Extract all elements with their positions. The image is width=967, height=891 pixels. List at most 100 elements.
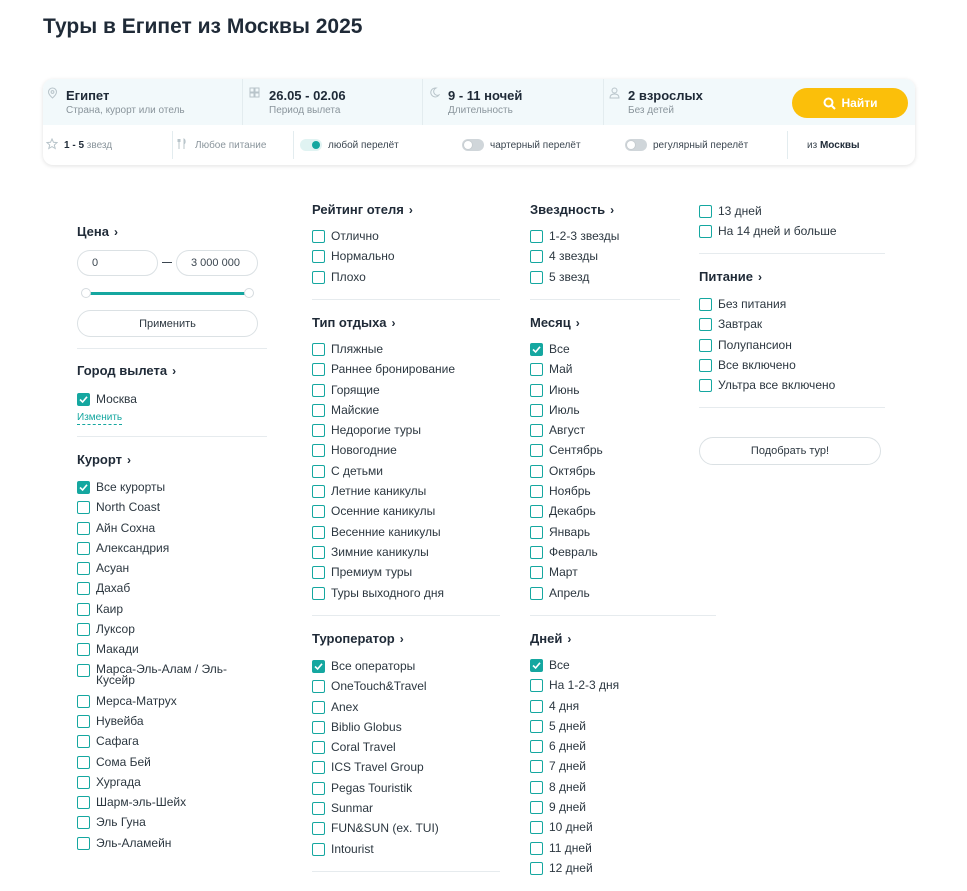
- checkbox-icon[interactable]: [312, 586, 325, 600]
- checkbox-icon[interactable]: [77, 663, 90, 677]
- checkbox-checked-icon[interactable]: [77, 481, 90, 494]
- checkbox-icon[interactable]: [312, 781, 325, 795]
- checkbox-icon[interactable]: [77, 836, 90, 850]
- checkbox-option[interactable]: Марса-Эль-Алам / Эль-Кусейр: [77, 663, 246, 695]
- checkbox-option[interactable]: Новогодние: [312, 444, 455, 464]
- checkbox-option[interactable]: Октябрь: [530, 464, 603, 485]
- checkbox-icon[interactable]: [530, 545, 543, 559]
- checkbox-checked-icon[interactable]: [530, 659, 543, 672]
- checkbox-option[interactable]: Отлично: [312, 230, 395, 250]
- checkbox-icon[interactable]: [312, 842, 325, 856]
- checkbox-option[interactable]: Май: [530, 363, 603, 383]
- price-slider-min-handle[interactable]: [81, 288, 91, 298]
- checkbox-option[interactable]: Intourist: [312, 842, 439, 863]
- checkbox-option[interactable]: ICS Travel Group: [312, 761, 439, 781]
- checkbox-icon[interactable]: [530, 250, 543, 264]
- checkbox-option[interactable]: На 1-2-3 дня: [530, 679, 619, 699]
- checkbox-icon[interactable]: [77, 643, 90, 657]
- checkbox-icon[interactable]: [77, 602, 90, 616]
- checkbox-icon[interactable]: [77, 694, 90, 708]
- checkbox-option[interactable]: Макади: [77, 643, 246, 663]
- checkbox-option[interactable]: Coral Travel: [312, 741, 439, 761]
- checkbox-icon[interactable]: [530, 719, 543, 733]
- checkbox-icon[interactable]: [77, 816, 90, 830]
- checkbox-option[interactable]: Весенние каникулы: [312, 525, 455, 546]
- checkbox-option[interactable]: С детьми: [312, 464, 455, 485]
- checkbox-option[interactable]: 7 дней: [530, 760, 619, 780]
- checkbox-option[interactable]: 5 звезд: [530, 270, 619, 291]
- checkbox-option[interactable]: Эль-Аламейн: [77, 836, 246, 857]
- checkbox-icon[interactable]: [530, 230, 543, 243]
- checkbox-icon[interactable]: [312, 444, 325, 458]
- checkbox-icon[interactable]: [312, 761, 325, 775]
- month-title[interactable]: Месяц ›: [530, 315, 580, 330]
- departure-city-title[interactable]: Город вылета ›: [77, 363, 177, 378]
- checkbox-option[interactable]: 1-2-3 звезды: [530, 230, 619, 250]
- checkbox-option[interactable]: Недорогие туры: [312, 424, 455, 444]
- checkbox-option[interactable]: Все курорты: [77, 481, 246, 501]
- checkbox-option[interactable]: Pegas Touristik: [312, 781, 439, 802]
- checkbox-icon[interactable]: [530, 363, 543, 377]
- checkbox-icon[interactable]: [312, 424, 325, 438]
- checkbox-option[interactable]: Нувейба: [77, 714, 246, 735]
- checkbox-option[interactable]: Сома Бей: [77, 755, 246, 776]
- change-city-link[interactable]: Изменить: [77, 412, 123, 425]
- checkbox-icon[interactable]: [312, 343, 325, 356]
- checkbox-option[interactable]: Декабрь: [530, 505, 603, 525]
- checkbox-icon[interactable]: [312, 230, 325, 243]
- checkbox-option[interactable]: Шарм-эль-Шейх: [77, 796, 246, 816]
- checkbox-icon[interactable]: [77, 714, 90, 728]
- checkbox-option[interactable]: Премиум туры: [312, 566, 455, 586]
- checkbox-icon[interactable]: [77, 623, 90, 637]
- checkbox-icon[interactable]: [77, 755, 90, 769]
- checkbox-icon[interactable]: [530, 566, 543, 580]
- operator-title[interactable]: Туроператор ›: [312, 631, 404, 646]
- checkbox-icon[interactable]: [530, 444, 543, 458]
- checkbox-icon[interactable]: [312, 700, 325, 714]
- find-button[interactable]: Найти: [792, 88, 908, 118]
- checkbox-icon[interactable]: [312, 720, 325, 734]
- checkbox-icon[interactable]: [312, 525, 325, 539]
- checkbox-option[interactable]: Июнь: [530, 383, 603, 404]
- checkbox-option[interactable]: Майские: [312, 403, 455, 424]
- checkbox-icon[interactable]: [530, 780, 543, 794]
- price-min-input[interactable]: 0: [77, 250, 158, 276]
- price-title[interactable]: Цена ›: [77, 224, 118, 239]
- days-title[interactable]: Дней ›: [530, 631, 572, 646]
- checkbox-icon[interactable]: [77, 501, 90, 515]
- price-max-input[interactable]: 3 000 000: [176, 250, 258, 276]
- checkbox-option[interactable]: 9 дней: [530, 801, 619, 821]
- checkbox-icon[interactable]: [312, 545, 325, 559]
- checkbox-icon[interactable]: [312, 802, 325, 816]
- checkbox-option[interactable]: Март: [530, 566, 603, 586]
- checkbox-option[interactable]: Каир: [77, 602, 246, 623]
- checkbox-checked-icon[interactable]: [312, 660, 325, 673]
- checkbox-option[interactable]: Горящие: [312, 383, 455, 404]
- checkbox-icon[interactable]: [312, 741, 325, 755]
- checkbox-icon[interactable]: [530, 760, 543, 774]
- checkbox-icon[interactable]: [77, 735, 90, 749]
- checkbox-icon[interactable]: [312, 250, 325, 264]
- checkbox-icon[interactable]: [77, 582, 90, 596]
- checkbox-option[interactable]: Без питания: [699, 298, 835, 318]
- departure-city-selector[interactable]: из Москвы: [807, 125, 907, 165]
- checkbox-option[interactable]: North Coast: [77, 501, 246, 521]
- meals-title[interactable]: Питание ›: [699, 269, 763, 284]
- checkbox-icon[interactable]: [77, 521, 90, 535]
- checkbox-option[interactable]: Нормально: [312, 250, 395, 270]
- checkbox-icon[interactable]: [530, 485, 543, 499]
- checkbox-icon[interactable]: [530, 424, 543, 438]
- regular-flight-toggle[interactable]: регулярный перелёт: [625, 125, 788, 165]
- duration-field[interactable]: 9 - 11 ночей Длительность: [423, 79, 604, 125]
- checkbox-icon[interactable]: [699, 379, 712, 393]
- checkbox-option[interactable]: Пляжные: [312, 343, 455, 363]
- checkbox-option[interactable]: Москва: [77, 393, 137, 413]
- checkbox-icon[interactable]: [530, 383, 543, 397]
- checkbox-option[interactable]: Ноябрь: [530, 485, 603, 505]
- checkbox-icon[interactable]: [312, 403, 325, 417]
- dates-field[interactable]: 26.05 - 02.06 Период вылета: [243, 79, 423, 125]
- resort-title[interactable]: Курорт ›: [77, 452, 132, 467]
- checkbox-option[interactable]: 10 дней: [530, 821, 619, 841]
- checkbox-option[interactable]: FUN&SUN (ex. TUI): [312, 822, 439, 842]
- checkbox-icon[interactable]: [530, 821, 543, 835]
